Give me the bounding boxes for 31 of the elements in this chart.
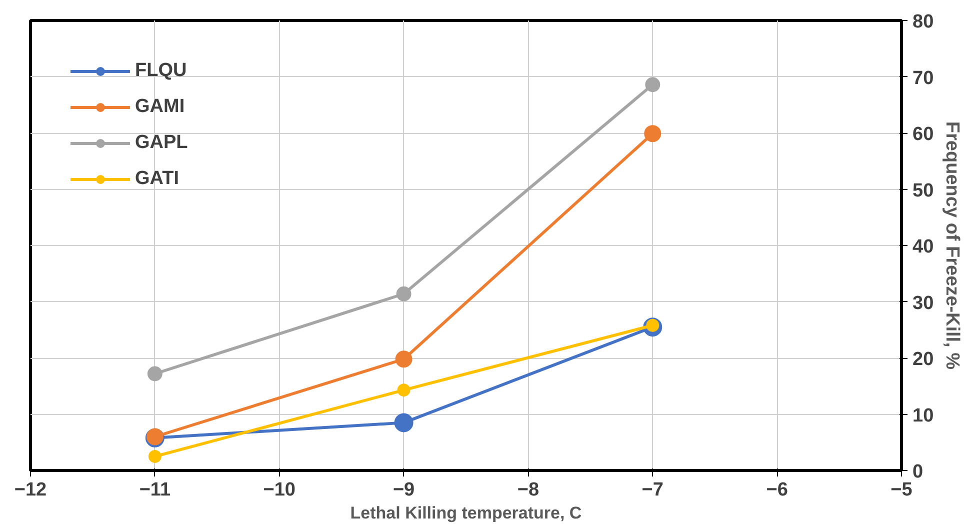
y-tick-label: 50 <box>912 180 934 202</box>
legend-label: GAPL <box>135 132 188 154</box>
legend-label: FLQU <box>135 60 187 82</box>
y-tick-label: 70 <box>912 68 934 89</box>
x-axis-title: Lethal Killing temperature, C <box>350 504 582 522</box>
legend-label: GAMI <box>135 96 185 118</box>
y-axis-title: Frequency of Freeze-Kill, % <box>942 121 963 370</box>
point <box>148 450 162 463</box>
point <box>644 125 662 142</box>
point <box>397 384 410 397</box>
y-tick-label: 30 <box>912 292 934 314</box>
point <box>645 77 660 92</box>
y-tick-label: 20 <box>912 349 934 370</box>
legend-label: GATI <box>135 168 179 190</box>
y-tick-label: 10 <box>912 405 934 426</box>
x-tick-label: −8 <box>517 480 540 500</box>
x-tick-label: −10 <box>263 480 296 500</box>
y-tick-label: 80 <box>912 12 934 32</box>
y-tick-label: 60 <box>912 124 934 145</box>
y-tick-label: 0 <box>912 462 924 482</box>
point <box>395 350 412 368</box>
x-tick-label: −9 <box>392 480 415 500</box>
point <box>147 366 162 382</box>
point <box>394 413 414 432</box>
y-tick-label: 40 <box>912 236 934 258</box>
x-tick-label: −7 <box>642 480 664 500</box>
point <box>396 286 412 302</box>
x-tick-label: −5 <box>890 480 913 500</box>
x-tick-label: −11 <box>139 480 171 500</box>
x-tick-label: −6 <box>766 480 788 500</box>
x-tick-label: −12 <box>14 480 47 500</box>
